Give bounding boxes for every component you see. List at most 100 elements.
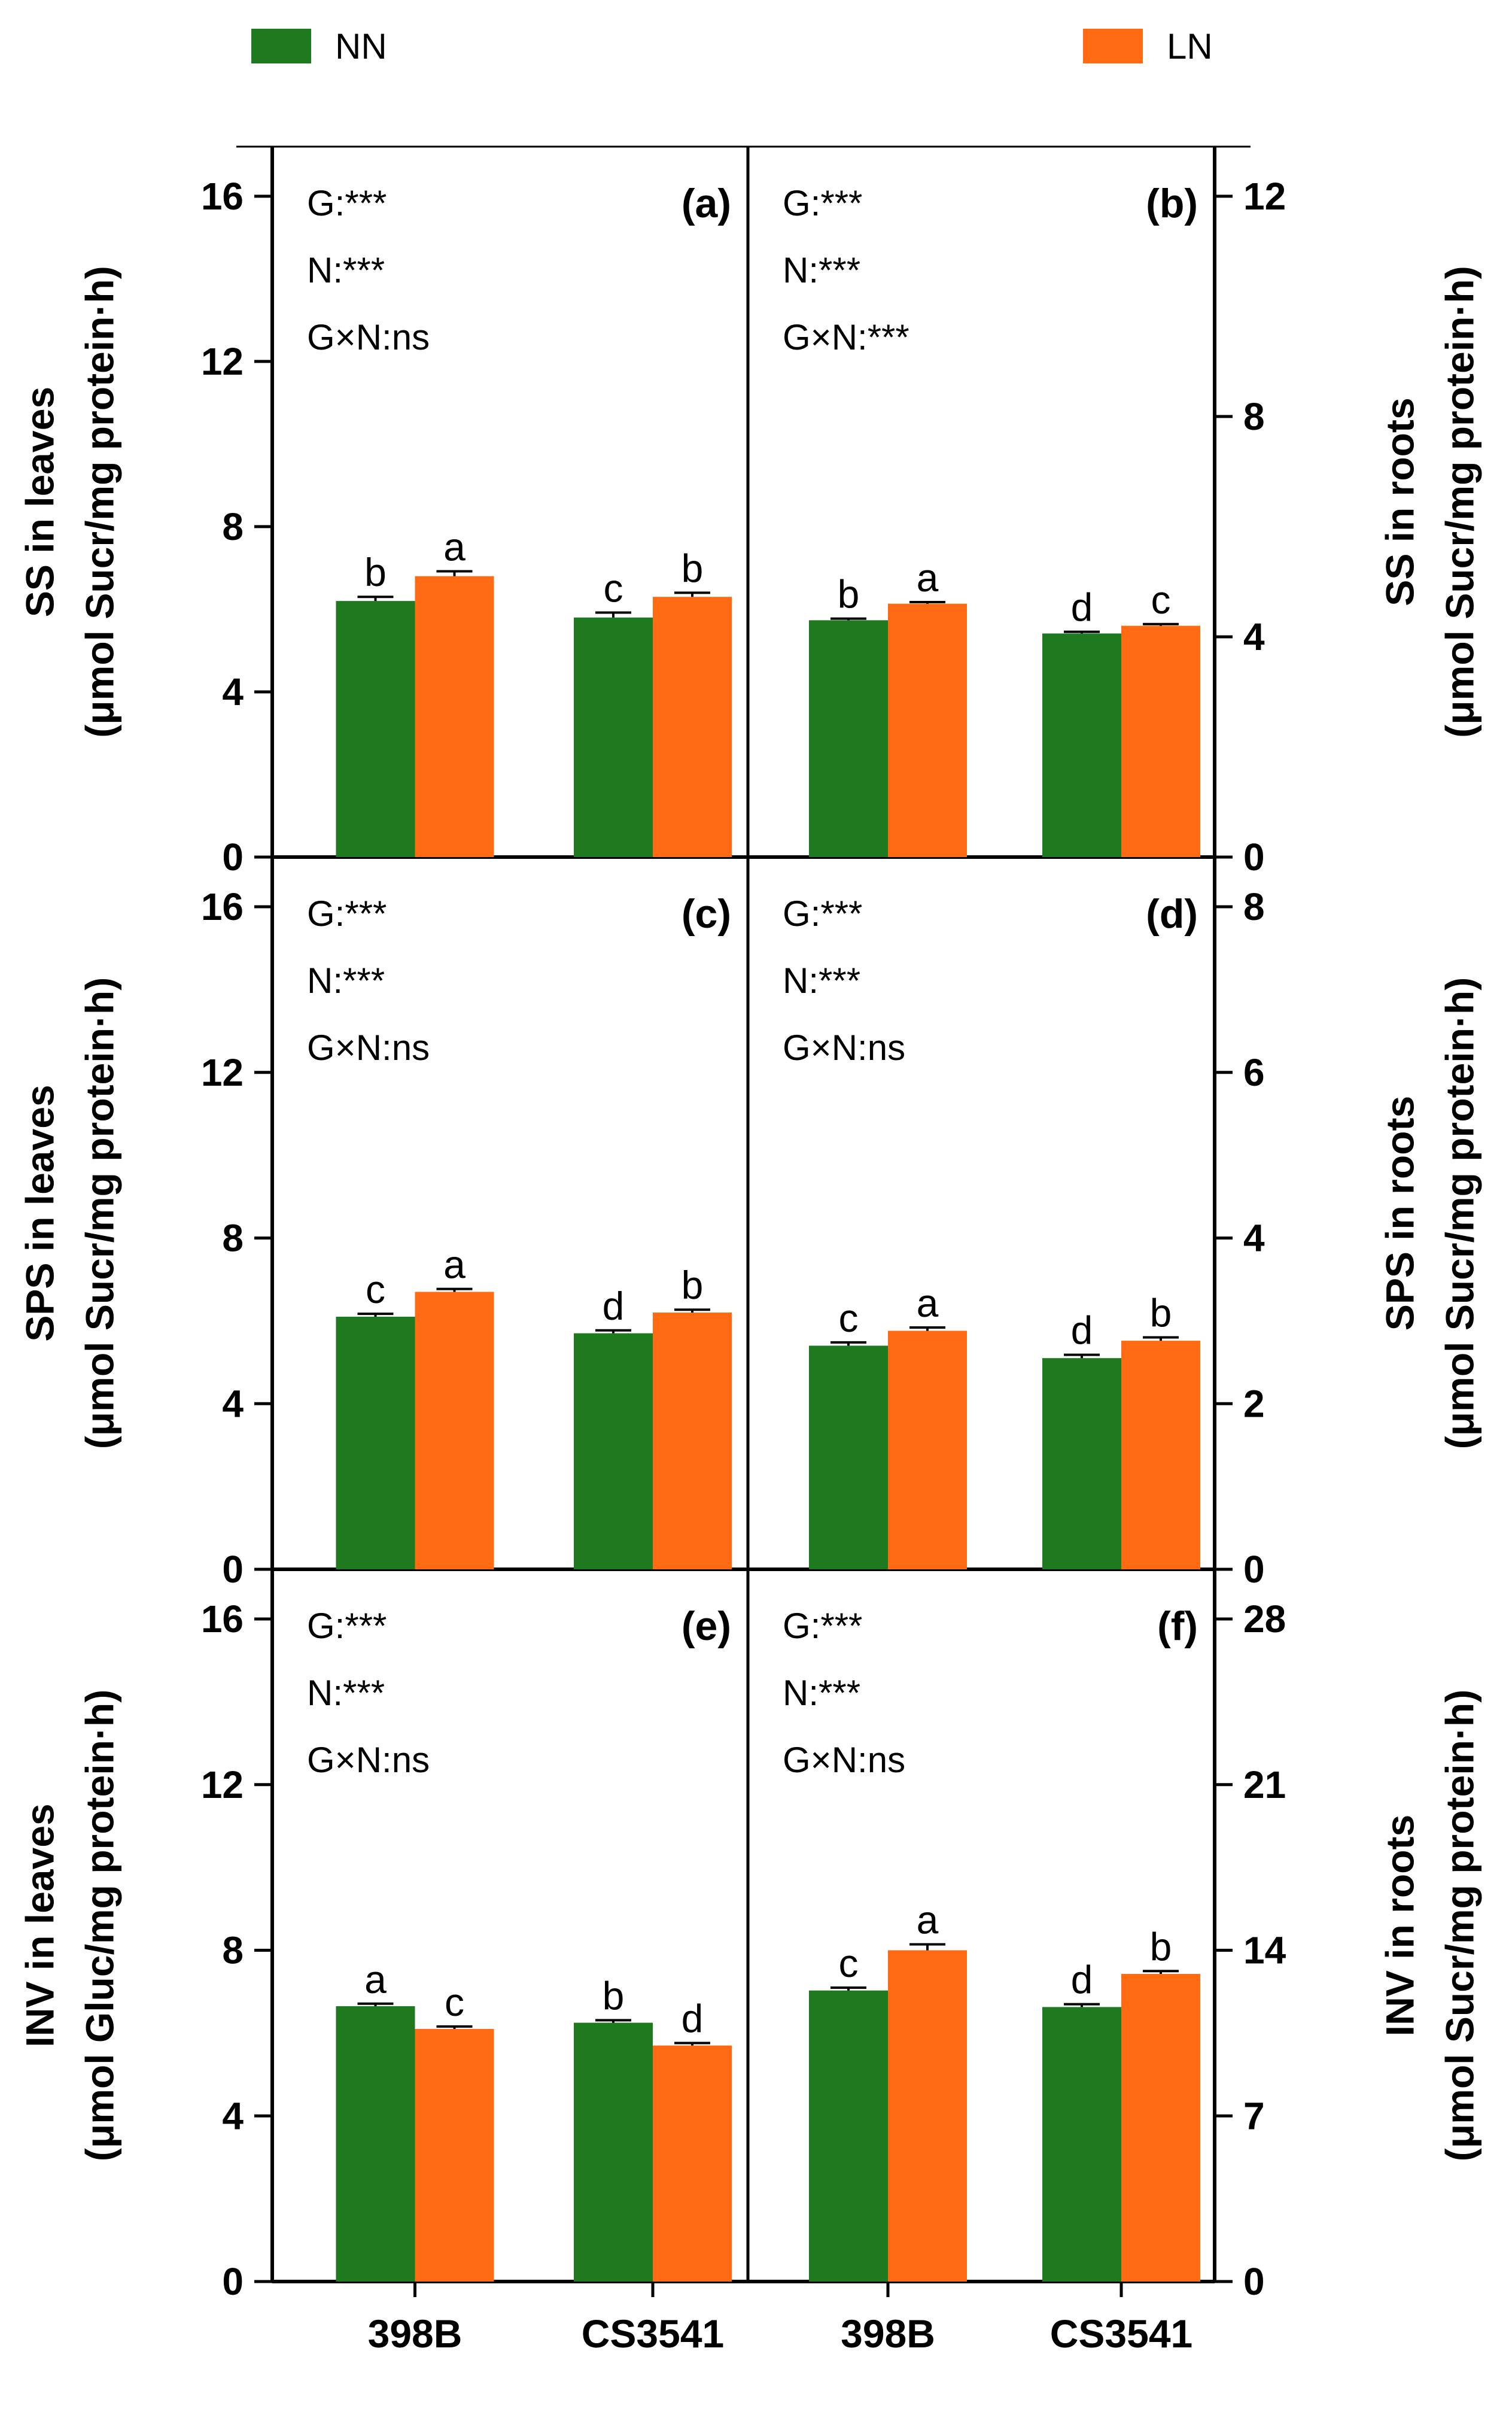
bar-nn-398b (336, 2006, 415, 2282)
significance-letter: b (1150, 1924, 1172, 1969)
y-tick-label: 0 (222, 1548, 244, 1591)
y-tick-label: 4 (1243, 1217, 1265, 1260)
x-category-label: CS3541 (582, 2311, 725, 2356)
stat-line: G×N:ns (783, 1740, 905, 1780)
y-axis-title-line-2: (μmol Sucr/mg protein·h) (1437, 977, 1481, 1449)
y-axis-title-line-1: SPS in leaves (17, 1085, 62, 1341)
bar-ln-398b (415, 1292, 494, 1569)
bar-ln-cs3541 (1121, 1341, 1200, 1569)
significance-letter: d (682, 1996, 704, 2040)
stat-line: G:*** (307, 183, 387, 223)
y-tick-label: 12 (1243, 175, 1286, 218)
significance-letter: d (1071, 1958, 1093, 2002)
y-tick-label: 21 (1243, 1763, 1286, 1806)
legend-item-ln: LN (1083, 26, 1213, 66)
bar-nn-398b (336, 1316, 415, 1569)
significance-letter: b (603, 1973, 625, 2018)
y-tick-label: 4 (1243, 615, 1265, 658)
panel-c: 0 4 8 12 16 SPS in leaves (μmol Sucr/mg protei… (17, 885, 732, 1591)
bar-nn-398b (809, 620, 888, 857)
legend-swatch-nn (251, 29, 311, 63)
bar-ln-398b (888, 1330, 967, 1569)
bar-ln-cs3541 (1121, 1974, 1200, 2282)
legend-label: NN (335, 26, 387, 66)
bar-nn-cs3541 (1042, 1358, 1121, 1569)
significance-letter: a (917, 1281, 939, 1325)
panel-d: 0 2 4 6 8 SPS in roots (μmol Sucr/mg protein·h… (783, 885, 1481, 1591)
y-tick-label: 8 (1243, 395, 1265, 438)
y-axis-title-line-2: (μmol Sucr/mg protein·h) (77, 977, 121, 1449)
stat-line: N:*** (783, 961, 860, 1001)
bar-nn-398b (336, 601, 415, 857)
bar-ln-398b (415, 576, 494, 857)
y-tick-label: 8 (222, 1929, 244, 1972)
figure-frame (236, 145, 1251, 2283)
panel-e: 0 4 8 12 16 INV in leaves (μmol Gluc/mg protei… (17, 1597, 732, 2356)
stat-line: G×N:ns (783, 1028, 905, 1068)
y-tick-label: 12 (201, 340, 244, 383)
significance-letter: a (364, 1957, 387, 2001)
stat-line: G×N:ns (307, 1740, 430, 1780)
y-tick-label: 12 (201, 1051, 244, 1094)
panel-a: 0 4 8 12 16 SS in leaves (μmol Sucr/mg protein… (17, 175, 732, 879)
x-category-label: 398B (841, 2311, 935, 2356)
stat-line: G:*** (307, 894, 387, 934)
significance-letter: d (1071, 1308, 1093, 1353)
significance-letter: d (1071, 585, 1093, 630)
bar-nn-398b (809, 1990, 888, 2282)
bar-nn-cs3541 (574, 617, 653, 857)
y-tick-label: 2 (1243, 1382, 1265, 1425)
legend-label: LN (1167, 26, 1213, 66)
bar-nn-cs3541 (1042, 633, 1121, 857)
y-tick-label: 28 (1243, 1597, 1286, 1641)
bar-ln-cs3541 (653, 2045, 732, 2282)
bar-nn-cs3541 (574, 1333, 653, 1569)
y-tick-label: 8 (222, 1217, 244, 1260)
y-tick-label: 8 (1243, 885, 1265, 928)
panel-label: (a) (682, 181, 731, 226)
stat-line: N:*** (307, 1673, 385, 1713)
bar-nn-cs3541 (574, 2022, 653, 2282)
panel-b: 0 4 8 12 SS in roots (μmol Sucr/mg protein·h)… (783, 175, 1481, 879)
significance-letter: c (1151, 578, 1171, 622)
x-category-label: CS3541 (1050, 2311, 1193, 2356)
significance-letter: b (1150, 1291, 1172, 1335)
bar-ln-cs3541 (653, 597, 732, 857)
significance-letter: a (443, 524, 466, 569)
significance-letter: c (445, 1980, 464, 2024)
panel-f: 0 7 14 21 28 INV in roots (μmol Sucr/mg protei… (783, 1597, 1481, 2356)
stat-line: G:*** (783, 183, 862, 223)
y-tick-label: 16 (201, 885, 244, 928)
stat-line: G:*** (783, 1606, 862, 1646)
stat-line: N:*** (307, 250, 385, 290)
y-tick-label: 0 (222, 836, 244, 879)
significance-letter: a (917, 555, 939, 600)
significance-letter: b (682, 546, 704, 590)
bar-ln-398b (888, 1950, 967, 2282)
panel-label: (e) (682, 1603, 731, 1649)
bar-nn-cs3541 (1042, 2007, 1121, 2282)
bar-ln-cs3541 (653, 1313, 732, 1569)
y-axis-title-line-1: SPS in roots (1377, 1096, 1422, 1330)
bar-ln-398b (888, 603, 967, 857)
stat-line: G:*** (307, 1606, 387, 1646)
y-tick-label: 6 (1243, 1051, 1265, 1094)
significance-letter: d (603, 1284, 625, 1328)
y-tick-label: 16 (201, 175, 244, 218)
y-tick-label: 0 (222, 2260, 244, 2303)
y-tick-label: 0 (1243, 836, 1265, 879)
y-axis-title-line-1: INV in leaves (17, 1803, 62, 2047)
y-tick-label: 4 (222, 1382, 244, 1425)
panel-label: (f) (1157, 1603, 1198, 1649)
significance-letter: c (366, 1267, 385, 1311)
y-axis-title-line-2: (μmol Gluc/mg protein·h) (77, 1690, 121, 2161)
y-tick-label: 0 (1243, 1548, 1265, 1591)
significance-letter: b (838, 572, 860, 616)
y-tick-label: 4 (222, 2094, 244, 2137)
significance-letter: a (443, 1243, 466, 1287)
significance-letter: a (917, 1898, 939, 1942)
y-tick-label: 0 (1243, 2260, 1265, 2303)
significance-letter: c (839, 1941, 859, 1985)
y-axis-title-line-2: (μmol Sucr/mg protein·h) (1437, 266, 1481, 737)
